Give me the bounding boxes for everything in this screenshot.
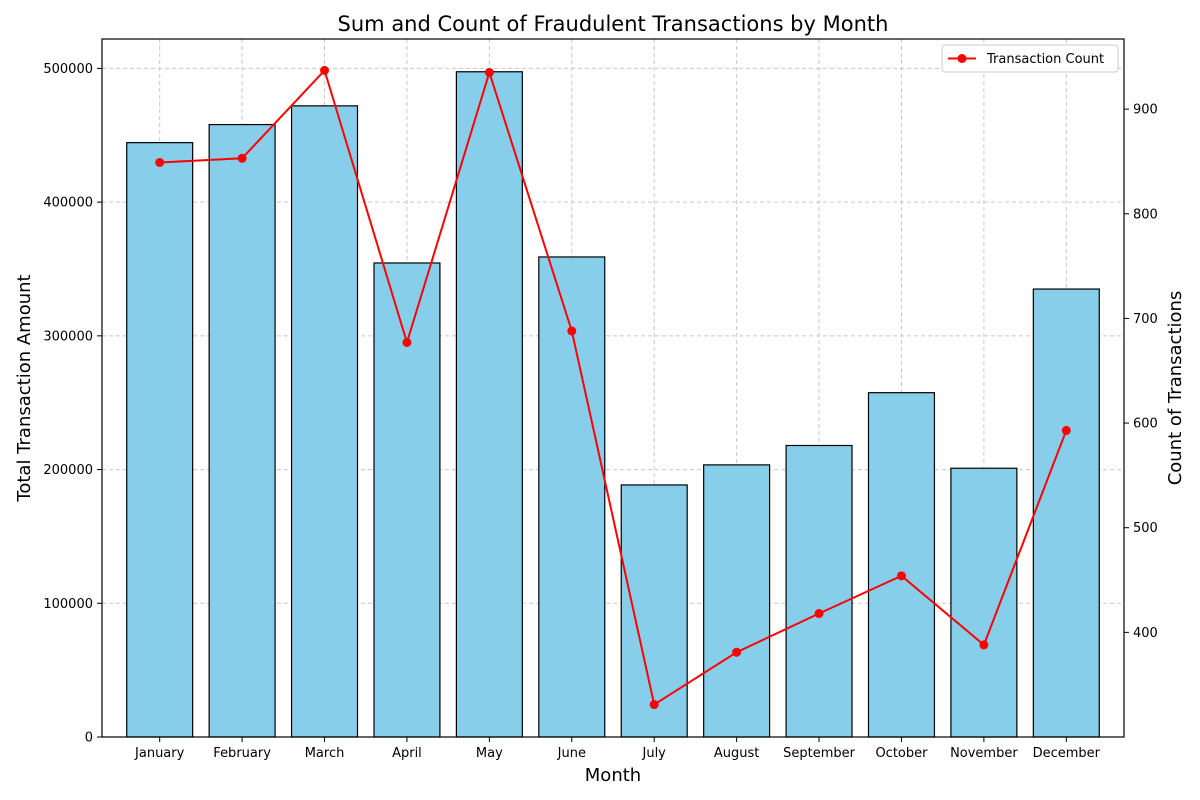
chart-title: Sum and Count of Fraudulent Transactions…: [338, 12, 889, 36]
x-tick-label-august: August: [714, 746, 760, 761]
point-june: [567, 326, 577, 336]
bar-june: [538, 256, 606, 738]
legend: Transaction Count: [941, 44, 1119, 73]
point-july: [649, 700, 659, 710]
x-tick-label-july: July: [642, 746, 667, 761]
point-april: [402, 337, 412, 347]
y-tick-label: 100000: [43, 597, 93, 612]
bar-september: [785, 444, 853, 738]
x-tick-label-april: April: [392, 746, 422, 761]
x-tick-label-november: November: [950, 746, 1018, 761]
x-tick-label-march: March: [305, 746, 345, 761]
point-november: [979, 640, 989, 650]
point-september: [814, 609, 824, 619]
point-january: [155, 157, 165, 167]
point-october: [896, 571, 906, 581]
x-tick-label-october: October: [875, 746, 928, 761]
x-tick-label-june: June: [557, 746, 586, 761]
bar-november: [950, 467, 1018, 738]
bar-december: [1032, 288, 1100, 738]
bar-october: [867, 392, 936, 738]
y2-tick-label: 600: [1133, 417, 1158, 432]
axes-layer: [101, 38, 1125, 738]
plot-frame: [101, 38, 1125, 738]
bars-layer: [126, 71, 1100, 738]
line-transaction-count: [159, 68, 1068, 707]
y-tick-label: 200000: [43, 463, 93, 478]
bar-july: [620, 484, 688, 738]
legend-marker-swatch: [957, 54, 967, 63]
y2-axis-label: Count of Transactions: [1165, 291, 1186, 486]
line-layer: [155, 65, 1071, 710]
legend-box: [941, 44, 1119, 73]
bar-january: [126, 142, 194, 738]
point-december: [1061, 425, 1071, 435]
y-tick-label: 500000: [43, 62, 93, 77]
bar-march: [290, 105, 359, 738]
bar-april: [373, 262, 441, 738]
bar-august: [703, 464, 771, 738]
point-august: [732, 647, 742, 657]
point-march: [320, 65, 330, 75]
point-february: [237, 153, 247, 163]
y2-tick-label: 800: [1133, 207, 1158, 222]
y2-tick-label: 700: [1133, 312, 1158, 327]
y2-tick-label: 900: [1133, 103, 1158, 118]
y-tick-label: 0: [85, 731, 93, 746]
bar-may: [455, 71, 523, 738]
point-may: [484, 67, 494, 77]
bar-february: [208, 123, 276, 738]
x-tick-label-september: September: [783, 746, 856, 761]
x-tick-label-february: February: [213, 746, 271, 761]
x-axis-label: Month: [585, 765, 641, 786]
y2-tick-label: 500: [1133, 521, 1158, 536]
y2-tick-label: 400: [1133, 626, 1158, 641]
y-tick-label: 300000: [43, 329, 93, 344]
x-tick-label-may: May: [476, 746, 503, 761]
legend-label-transaction-count: Transaction Count: [986, 52, 1104, 67]
y-tick-label: 400000: [43, 196, 93, 211]
ticks-layer: January February March April May June July Augu…: [43, 62, 1157, 761]
y-axis-label: Total Transaction Amount: [14, 274, 35, 502]
x-tick-label-january: January: [134, 746, 185, 761]
x-tick-label-december: December: [1033, 746, 1101, 761]
